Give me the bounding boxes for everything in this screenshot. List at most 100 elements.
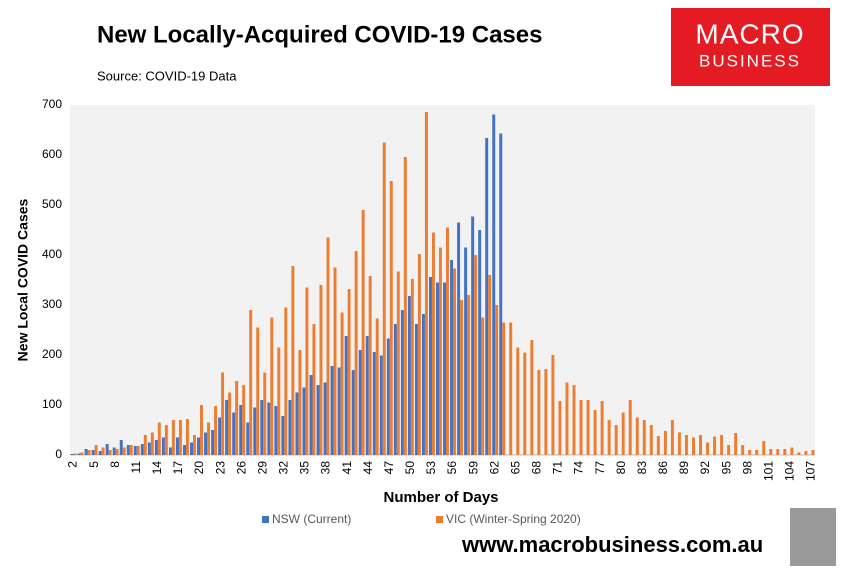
bar (365, 336, 369, 455)
bar (143, 435, 147, 455)
x-tick-label: 32 (277, 461, 291, 475)
bar (593, 410, 597, 455)
bar (270, 317, 274, 455)
bar (375, 318, 379, 455)
bar (340, 312, 344, 455)
x-tick-label: 71 (551, 461, 565, 475)
bar (214, 406, 218, 455)
bar (140, 444, 144, 455)
bar (119, 440, 123, 455)
bar (414, 324, 418, 455)
bar (347, 289, 351, 455)
y-tick-label: 0 (55, 447, 62, 461)
bar (263, 372, 267, 455)
bar (70, 454, 74, 455)
x-tick-label: 53 (424, 461, 438, 475)
bar (133, 446, 137, 455)
chart-title: New Locally-Acquired COVID-19 Cases (97, 21, 542, 48)
x-tick-label: 101 (761, 461, 775, 481)
bar (358, 350, 362, 455)
bar (351, 370, 355, 455)
plot-area (70, 105, 815, 455)
bar (670, 420, 674, 455)
bar (706, 442, 710, 455)
bar (122, 447, 126, 455)
bar (804, 451, 808, 455)
bar (108, 450, 112, 455)
x-tick-label: 74 (572, 461, 586, 475)
bar (344, 336, 348, 455)
bar (112, 447, 116, 455)
legend-label: VIC (Winter-Spring 2020) (446, 512, 581, 526)
x-tick-label: 44 (361, 461, 375, 475)
bar (386, 338, 390, 455)
bar (474, 255, 478, 455)
bar (105, 444, 109, 455)
bar (642, 420, 646, 455)
bar (228, 392, 232, 455)
bar (98, 451, 102, 455)
bar (530, 340, 534, 455)
x-tick-label: 17 (171, 461, 185, 475)
bar (790, 447, 794, 455)
bar (232, 412, 236, 455)
bar (417, 254, 421, 455)
bar (677, 432, 681, 455)
y-tick-label: 600 (42, 147, 62, 161)
x-tick-label: 26 (234, 461, 248, 475)
legend-swatch (262, 516, 269, 523)
x-tick-label: 104 (783, 461, 797, 481)
x-tick-label: 2 (66, 461, 80, 468)
bar (150, 432, 154, 455)
bar (551, 355, 555, 455)
bar (218, 417, 222, 455)
bar (274, 406, 278, 455)
x-tick-label: 35 (298, 461, 312, 475)
bar (368, 276, 372, 455)
bar (295, 392, 299, 455)
bar (537, 370, 541, 455)
legend-label: NSW (Current) (272, 512, 351, 526)
bar (600, 401, 604, 455)
y-tick-label: 500 (42, 197, 62, 211)
bar (171, 420, 175, 455)
x-tick-label: 56 (445, 461, 459, 475)
bar (94, 445, 98, 455)
y-tick-label: 100 (42, 397, 62, 411)
bar (684, 435, 688, 455)
bar (197, 437, 201, 455)
bar (84, 449, 88, 455)
bar (382, 142, 386, 455)
y-axis-title: New Local COVID Cases (15, 198, 31, 361)
bar (407, 296, 411, 455)
bar (692, 437, 695, 455)
bar (488, 275, 492, 455)
bar (253, 407, 257, 455)
bar (429, 277, 432, 455)
bar (579, 400, 583, 455)
bar (225, 400, 229, 455)
wolf-icon (790, 508, 836, 566)
bar (478, 230, 482, 455)
bar (502, 322, 506, 455)
x-tick-label: 86 (656, 461, 670, 475)
x-tick-label: 59 (466, 461, 480, 475)
bar (302, 387, 306, 455)
x-tick-label: 68 (530, 461, 544, 475)
bar (410, 279, 414, 455)
bar (239, 405, 243, 455)
bar (544, 369, 548, 455)
bar (403, 157, 407, 455)
x-tick-label: 89 (677, 461, 691, 475)
bar (77, 453, 81, 455)
x-axis-title: Number of Days (383, 489, 498, 506)
bar (147, 442, 151, 455)
bar (168, 447, 172, 455)
x-tick-label: 23 (213, 461, 227, 475)
bar (319, 285, 323, 455)
bar (161, 437, 165, 455)
bar (649, 425, 653, 455)
website: www.macrobusiness.com.au (461, 532, 763, 557)
bar (748, 450, 752, 455)
